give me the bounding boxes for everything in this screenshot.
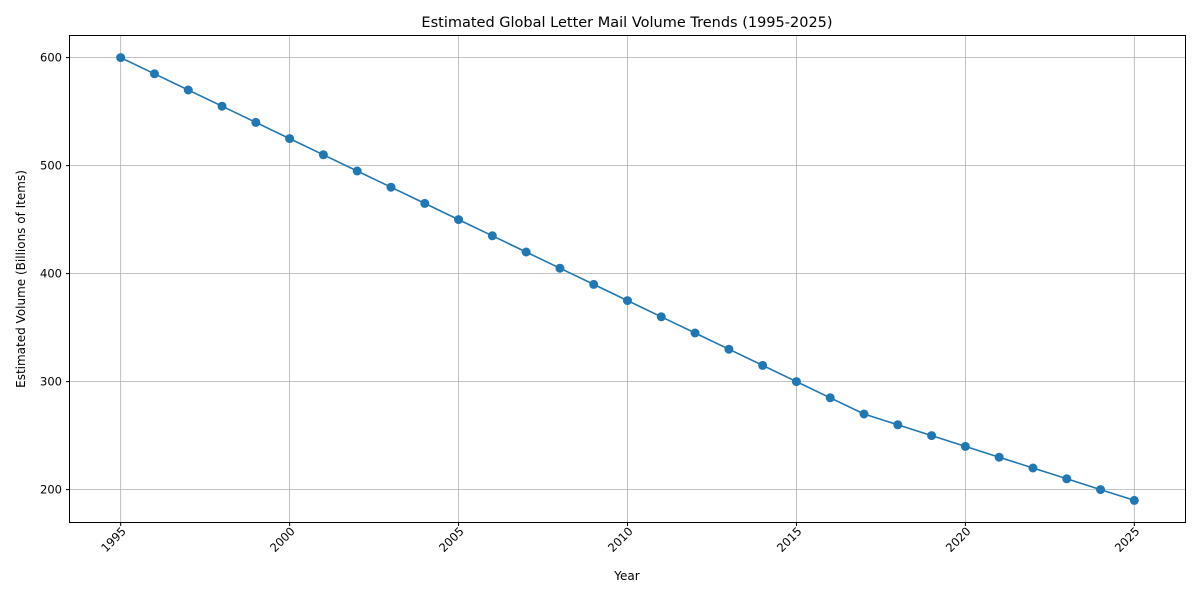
- chart-title: Estimated Global Letter Mail Volume Tren…: [421, 15, 832, 31]
- data-point: [927, 431, 937, 441]
- x-tick-label: 1995: [98, 524, 129, 555]
- data-point: [690, 328, 700, 338]
- x-tick-label: 2025: [1112, 524, 1143, 555]
- data-point: [1028, 463, 1038, 473]
- x-tick-label: 2010: [605, 524, 636, 555]
- data-point: [251, 117, 261, 127]
- data-point: [285, 134, 295, 144]
- data-point: [352, 166, 362, 176]
- data-point: [116, 53, 126, 63]
- data-point: [791, 377, 801, 387]
- y-tick-label: 200: [40, 483, 62, 497]
- data-point: [589, 279, 599, 289]
- data-point: [487, 231, 497, 241]
- data-point: [521, 247, 531, 257]
- data-point: [149, 69, 159, 79]
- y-tick-label: 400: [40, 267, 62, 281]
- x-axis-label: Year: [613, 569, 639, 583]
- data-point: [1129, 495, 1139, 505]
- data-point: [893, 420, 903, 430]
- data-point: [994, 452, 1004, 462]
- data-point: [656, 312, 666, 322]
- grid: [70, 36, 1185, 522]
- data-point: [1062, 474, 1072, 484]
- data-point: [724, 344, 734, 354]
- data-point: [454, 215, 464, 225]
- series-layer: [116, 53, 1139, 505]
- data-point: [183, 85, 193, 95]
- data-point: [825, 393, 835, 403]
- data-point: [859, 409, 869, 419]
- y-tick-label: 500: [40, 159, 62, 173]
- x-tick-label: 2000: [267, 524, 298, 555]
- x-tick-label: 2020: [943, 524, 974, 555]
- data-point: [217, 101, 227, 111]
- data-point: [960, 441, 970, 451]
- data-point: [420, 198, 430, 208]
- data-point: [758, 360, 768, 370]
- x-tick-label: 2005: [436, 524, 467, 555]
- data-point: [1096, 485, 1106, 495]
- axis-ticks: 1995 2000 2005 2010 2015 2020 2025 200 300 400 500…: [40, 51, 1142, 555]
- data-point: [318, 150, 328, 160]
- data-point: [623, 296, 632, 306]
- data-point: [386, 182, 396, 192]
- y-axis-label: Estimated Volume (Billions of Items): [14, 170, 28, 388]
- x-tick-label: 2015: [774, 524, 805, 555]
- data-point: [555, 263, 565, 273]
- y-tick-label: 600: [40, 51, 62, 65]
- y-tick-label: 300: [40, 375, 62, 389]
